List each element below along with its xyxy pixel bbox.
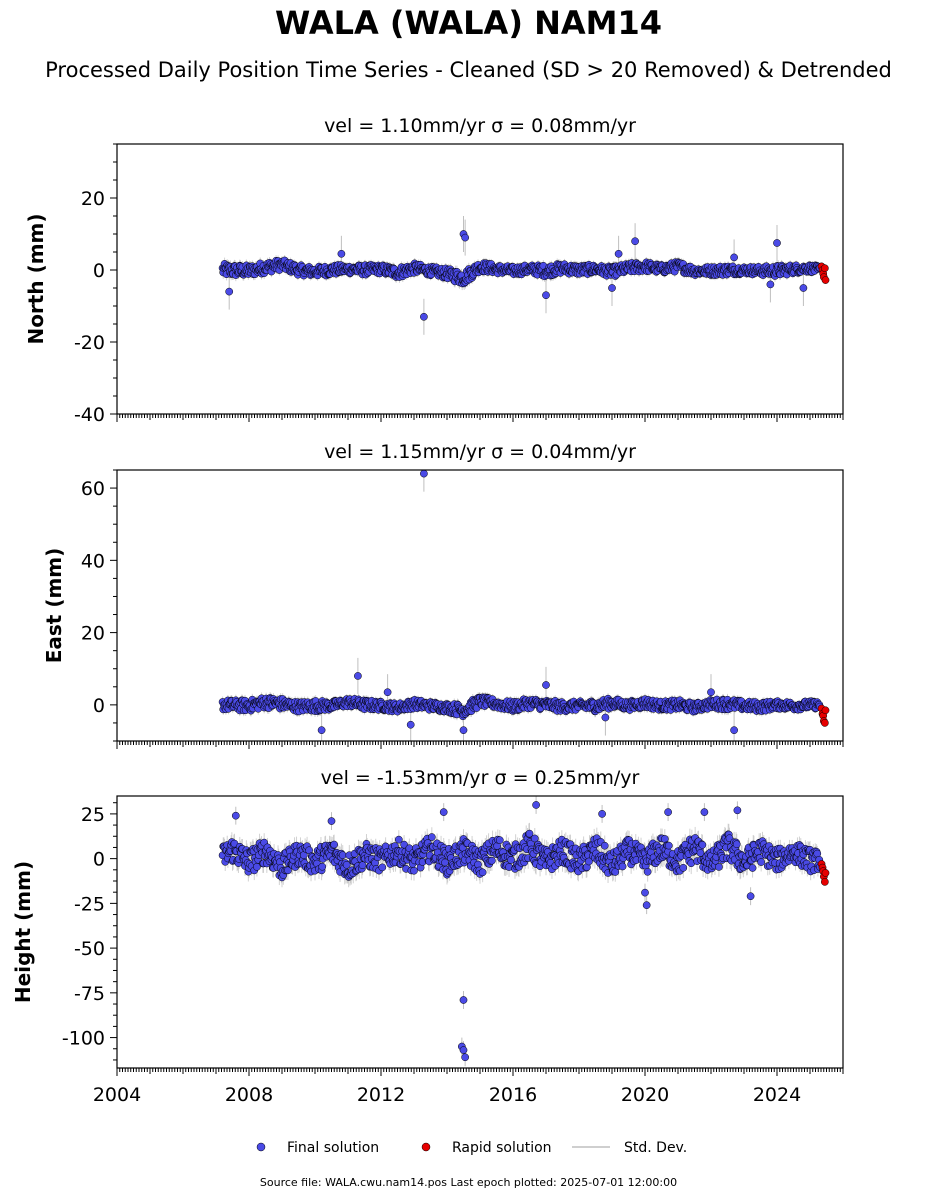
y-tick-label: 0 xyxy=(93,695,105,717)
panel-title-east: vel = 1.15mm/yr σ = 0.04mm/yr xyxy=(324,441,636,463)
final-point xyxy=(608,284,616,292)
final-point xyxy=(601,713,610,722)
final-point xyxy=(383,688,392,697)
chart-title: WALA (WALA) NAM14 xyxy=(274,4,662,42)
final-point xyxy=(542,291,550,300)
plot-area-east xyxy=(218,470,830,741)
y-tick-label: 60 xyxy=(81,478,105,500)
panel-title-north: vel = 1.10mm/yr σ = 0.08mm/yr xyxy=(324,115,636,137)
y-axis-label-east: East (mm) xyxy=(42,548,66,664)
final-point xyxy=(766,280,775,289)
final-point xyxy=(461,233,469,242)
panel-north: 20 0 -20 -40 vel = 1.10mm/yr σ = 0.08mm/yr No… xyxy=(24,115,844,426)
rapid-point xyxy=(821,719,829,727)
y-tick-label: 40 xyxy=(81,550,105,572)
final-point xyxy=(420,470,428,478)
final-point xyxy=(614,249,623,258)
final-point xyxy=(459,726,468,735)
final-point xyxy=(707,688,715,697)
y-tick-label: -40 xyxy=(74,404,105,426)
final-point xyxy=(337,249,346,258)
rapid-point xyxy=(821,276,830,284)
chart-subtitle: Processed Daily Position Time Series - C… xyxy=(45,58,892,82)
final-point xyxy=(225,287,234,296)
final-solution-points-east xyxy=(218,470,824,735)
y-tick-label: 20 xyxy=(81,623,105,645)
final-solution-points-north xyxy=(218,230,824,321)
final-point xyxy=(631,237,639,246)
rapid-point xyxy=(821,264,829,273)
y-tick-label: 20 xyxy=(81,188,105,210)
final-point xyxy=(317,726,326,735)
plot-area-height xyxy=(218,796,830,1067)
rapid-solution-points-north xyxy=(817,262,830,284)
final-point xyxy=(354,672,362,680)
rapid-point xyxy=(821,706,830,715)
plot-area-north xyxy=(218,216,830,335)
rapid-solution-points-east xyxy=(817,704,830,727)
final-point xyxy=(730,726,738,735)
y-axis-label-north: North (mm) xyxy=(24,213,48,344)
panel-east: 60 40 20 0 vel = 1.15mm/yr σ = 0.04mm/yr East… xyxy=(42,441,844,749)
final-point xyxy=(406,720,415,729)
final-point xyxy=(542,681,550,689)
final-point xyxy=(799,284,808,292)
final-point xyxy=(420,312,428,321)
y-tick-label: 0 xyxy=(93,260,105,282)
y-tick-label: -20 xyxy=(74,332,105,354)
final-point xyxy=(773,239,781,247)
final-point xyxy=(730,253,738,262)
